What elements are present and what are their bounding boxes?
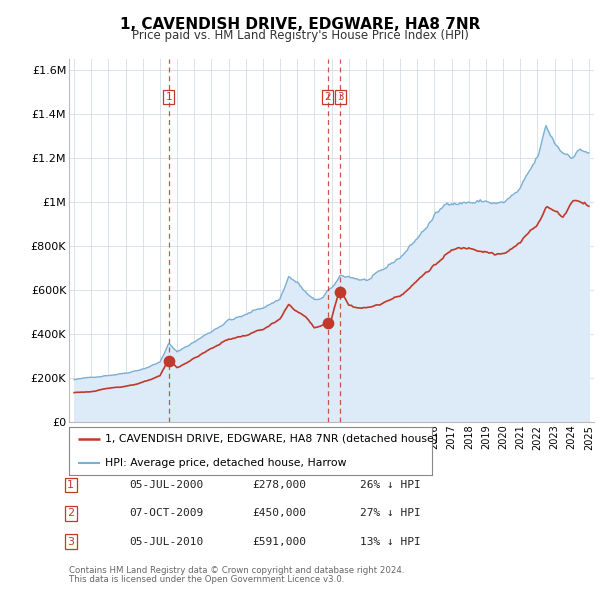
Text: 2: 2 — [324, 92, 331, 102]
Text: £591,000: £591,000 — [252, 537, 306, 546]
Text: 1: 1 — [67, 480, 74, 490]
Text: 1: 1 — [166, 92, 172, 102]
Text: Price paid vs. HM Land Registry's House Price Index (HPI): Price paid vs. HM Land Registry's House … — [131, 30, 469, 42]
Text: 1, CAVENDISH DRIVE, EDGWARE, HA8 7NR (detached house): 1, CAVENDISH DRIVE, EDGWARE, HA8 7NR (de… — [106, 434, 438, 444]
Text: 05-JUL-2000: 05-JUL-2000 — [129, 480, 203, 490]
Text: 26% ↓ HPI: 26% ↓ HPI — [360, 480, 421, 490]
Text: 13% ↓ HPI: 13% ↓ HPI — [360, 537, 421, 546]
Text: 2: 2 — [67, 509, 74, 518]
Text: 27% ↓ HPI: 27% ↓ HPI — [360, 509, 421, 518]
Text: Contains HM Land Registry data © Crown copyright and database right 2024.: Contains HM Land Registry data © Crown c… — [69, 566, 404, 575]
Text: 05-JUL-2010: 05-JUL-2010 — [129, 537, 203, 546]
Text: HPI: Average price, detached house, Harrow: HPI: Average price, detached house, Harr… — [106, 458, 347, 468]
Text: £278,000: £278,000 — [252, 480, 306, 490]
Text: £450,000: £450,000 — [252, 509, 306, 518]
Text: This data is licensed under the Open Government Licence v3.0.: This data is licensed under the Open Gov… — [69, 575, 344, 584]
Point — [164, 356, 173, 365]
Text: 1, CAVENDISH DRIVE, EDGWARE, HA8 7NR: 1, CAVENDISH DRIVE, EDGWARE, HA8 7NR — [120, 17, 480, 31]
Point — [335, 287, 345, 297]
Text: 3: 3 — [337, 92, 344, 102]
Text: 07-OCT-2009: 07-OCT-2009 — [129, 509, 203, 518]
Text: 3: 3 — [67, 537, 74, 546]
Point — [323, 318, 332, 327]
